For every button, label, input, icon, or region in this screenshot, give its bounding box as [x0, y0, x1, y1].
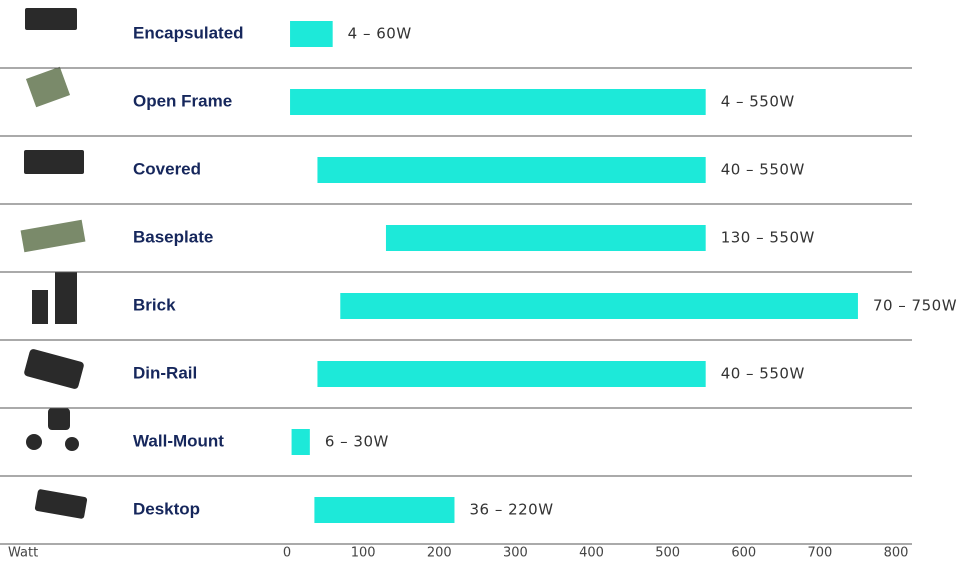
icon: [24, 150, 84, 174]
icon: [25, 66, 71, 108]
bar: [340, 293, 858, 319]
value-label: 4 – 60W: [348, 25, 412, 43]
value-label: 40 – 550W: [721, 161, 805, 179]
icon: [34, 489, 88, 519]
value-label: 6 – 30W: [325, 433, 389, 451]
x-tick-label: 600: [731, 546, 756, 561]
icon: [55, 272, 77, 324]
x-tick-label: 0: [283, 546, 291, 561]
x-tick-label: 800: [884, 546, 909, 561]
icon: [48, 408, 70, 430]
category-label: Din-Rail: [133, 363, 197, 382]
category-label: Desktop: [133, 499, 200, 518]
icon: [32, 290, 48, 324]
x-tick-label: 200: [427, 546, 452, 561]
bar: [290, 21, 333, 47]
x-axis-label: Watt: [8, 546, 38, 561]
product-icons: [20, 8, 88, 519]
x-tick-label: 700: [807, 546, 832, 561]
bar: [290, 89, 706, 115]
bar: [317, 361, 706, 387]
icon: [24, 349, 84, 389]
value-label: 36 – 220W: [469, 501, 553, 519]
bar: [385, 225, 706, 251]
value-label: 40 – 550W: [721, 365, 805, 383]
bar: [291, 429, 310, 455]
value-label: 4 – 550W: [721, 93, 795, 111]
category-label: Wall-Mount: [133, 431, 224, 450]
x-tick-label: 400: [579, 546, 604, 561]
category-label: Encapsulated: [133, 23, 244, 42]
icon: [20, 219, 86, 253]
value-label: 70 – 750W: [873, 297, 957, 315]
icon: [26, 434, 42, 450]
bar: [317, 157, 706, 183]
category-label: Open Frame: [133, 91, 232, 110]
x-tick-label: 300: [503, 546, 528, 561]
icon: [25, 8, 77, 30]
category-label: Baseplate: [133, 227, 213, 246]
category-label: Brick: [133, 295, 176, 314]
icon: [65, 437, 79, 451]
category-label: Covered: [133, 159, 201, 178]
value-label: 130 – 550W: [721, 229, 815, 247]
x-tick-label: 100: [351, 546, 376, 561]
x-tick-label: 500: [655, 546, 680, 561]
bar: [314, 497, 455, 523]
